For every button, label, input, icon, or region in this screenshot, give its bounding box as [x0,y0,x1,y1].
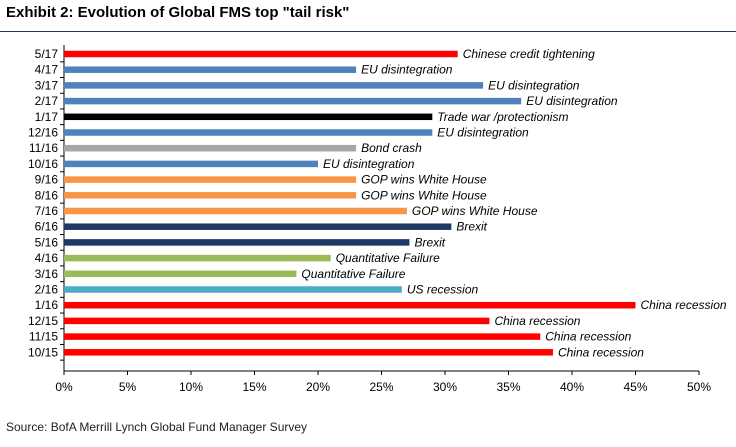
category-label: 9/16 [35,173,59,187]
category-label: 2/16 [35,283,59,297]
bar-label: EU disintegration [323,157,415,171]
x-tick-label: 50% [687,380,711,394]
category-label: 1/17 [35,110,59,124]
title-divider [0,31,736,32]
bar [64,144,357,152]
bar [64,97,522,105]
bar-label: EU disintegration [361,63,453,77]
category-label: 3/17 [35,78,59,92]
bar-label: GOP wins White House [361,188,487,202]
bar-label: Brexit [456,220,487,234]
bar-label: GOP wins White House [361,173,487,187]
x-tick-label: 40% [560,380,584,394]
category-label: 8/16 [35,188,59,202]
source-note: Source: BofA Merrill Lynch Global Fund M… [6,420,308,434]
bar [64,223,452,230]
bar [64,349,553,356]
bar-label: Quantitative Failure [336,251,440,265]
x-tick-label: 35% [496,380,520,394]
bar [64,160,318,168]
bar-label: China recession [641,298,727,312]
category-label: 6/16 [35,220,59,234]
category-label: 11/15 [29,330,58,344]
bar-chart: 5/17 Chinese credit tightening 4/17 EU disi… [28,45,727,394]
category-label: 12/16 [28,126,58,140]
bar-label: EU disintegration [526,94,618,108]
bar [64,301,636,309]
bar [64,317,490,325]
bar-label: GOP wins White House [412,204,538,218]
bar-label: China recession [494,314,580,328]
bar [64,270,297,278]
bar [64,113,433,121]
bar-label: Bond crash [361,141,422,155]
x-tick-label: 20% [306,380,330,394]
bar [64,192,357,199]
bar [64,207,407,215]
x-tick-label: 10% [179,380,203,394]
bar [64,82,484,89]
x-tick-label: 5% [119,380,137,394]
bar-label: Chinese credit tightening [463,47,595,61]
bar [64,254,331,262]
bar [64,50,458,58]
bar [64,176,357,183]
bar-label: Quantitative Failure [301,267,405,281]
category-label: 5/17 [35,47,59,61]
category-label: 12/15 [28,314,58,328]
bar [64,286,402,293]
category-label: 3/16 [35,267,59,281]
bar [64,129,433,136]
bar-label: China recession [558,345,644,359]
x-tick-label: 25% [369,380,393,394]
category-label: 4/16 [35,251,59,265]
bar-label: EU disintegration [488,78,580,92]
bar-label: China recession [545,330,631,344]
category-label: 1/16 [35,298,59,312]
category-label: 10/16 [28,157,58,171]
x-tick-label: 0% [55,380,73,394]
category-label: 5/16 [35,235,59,249]
bar [64,333,541,340]
x-tick-label: 30% [433,380,457,394]
category-label: 2/17 [35,94,59,108]
bar-label: Brexit [414,235,445,249]
bar [64,66,357,73]
x-tick-label: 45% [623,380,647,394]
bar-label: EU disintegration [437,126,529,140]
chart-title: Exhibit 2: Evolution of Global FMS top "… [6,4,350,21]
x-tick-label: 15% [242,380,266,394]
bar-label: US recession [407,283,479,297]
category-label: 4/17 [35,63,59,77]
bar-label: Trade war /protectionism [437,110,568,124]
category-label: 7/16 [35,204,59,218]
category-label: 11/16 [29,141,58,155]
category-label: 10/15 [28,345,58,359]
bar [64,239,410,246]
